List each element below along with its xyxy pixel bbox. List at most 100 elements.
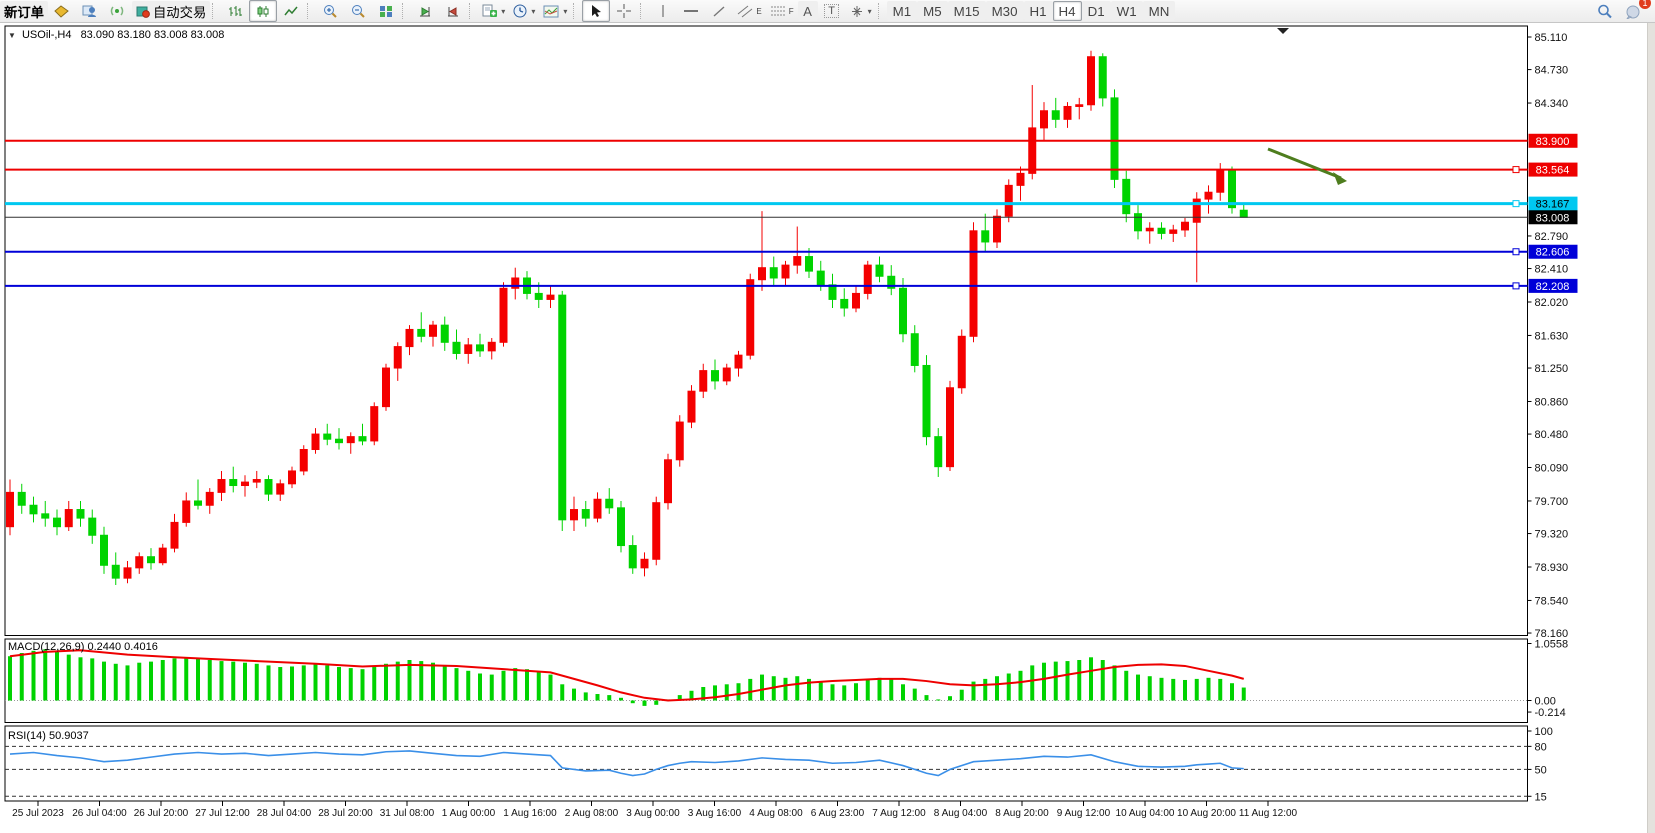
tf-h1-button[interactable]: H1	[1023, 1, 1053, 21]
chat-bubble-icon	[1626, 5, 1640, 19]
hline-handle[interactable]	[1512, 248, 1520, 256]
text-tool[interactable]: A	[797, 1, 818, 21]
svg-text:0.00: 0.00	[1535, 696, 1556, 708]
trendline-tool[interactable]	[705, 0, 733, 22]
svg-text:79.700: 79.700	[1535, 496, 1569, 508]
new-order-button[interactable]: 新订单	[0, 1, 48, 21]
tf-m5-button[interactable]: M5	[917, 1, 948, 21]
toolbar-separator	[212, 3, 218, 19]
svg-text:1 Aug 00:00: 1 Aug 00:00	[442, 808, 496, 819]
svg-text:50: 50	[1535, 764, 1547, 776]
toolbar-separator	[877, 3, 884, 19]
auto-scroll-button[interactable]	[411, 0, 439, 22]
hline-handle[interactable]	[1512, 282, 1520, 290]
signal-icon[interactable]	[104, 0, 132, 22]
hline-handle[interactable]	[1512, 166, 1520, 174]
symbol-period-label: USOil-,H4	[21, 29, 72, 41]
svg-text:83.008: 83.008	[1536, 212, 1570, 224]
svg-text:82.410: 82.410	[1535, 264, 1569, 276]
profile-icon[interactable]	[76, 0, 104, 22]
rsi-indicator-label: RSI(14) 50.9037	[8, 730, 89, 742]
toolbar-separator	[402, 3, 408, 19]
search-icon	[1598, 4, 1612, 18]
textbox-glyph: T	[824, 4, 839, 18]
search-button[interactable]	[1591, 0, 1619, 22]
tf-m1-button[interactable]: M1	[886, 1, 918, 21]
crosshair-button[interactable]	[610, 0, 638, 22]
tf-mn-button[interactable]: MN	[1142, 1, 1176, 21]
arrows-tool[interactable]: ▾	[846, 0, 876, 22]
equidistant-channel-tool[interactable]: E	[733, 0, 765, 22]
cursor-button[interactable]	[582, 0, 611, 22]
new-chart-button[interactable]: ▾	[478, 0, 509, 22]
svg-text:85.110: 85.110	[1535, 32, 1568, 44]
price-line-badge	[1528, 278, 1578, 293]
auto-trading-button[interactable]: 自动交易	[131, 1, 211, 21]
notification-badge: 1	[1639, 0, 1651, 9]
new-chart-icon	[482, 4, 498, 17]
auto-trading-icon	[136, 6, 150, 18]
macd-indicator-label: MACD(12,26,9) 0.2440 0.4016	[8, 641, 158, 653]
svg-text:15: 15	[1535, 791, 1547, 803]
svg-text:1 Aug 16:00: 1 Aug 16:00	[503, 808, 557, 819]
main-panel-frame	[4, 25, 1528, 636]
person-chart-icon	[82, 5, 97, 17]
svg-text:31 Jul 08:00: 31 Jul 08:00	[380, 808, 435, 819]
macd-panel-frame	[4, 638, 1528, 723]
svg-text:82.020: 82.020	[1535, 297, 1569, 309]
price-line-badge	[1528, 133, 1578, 148]
svg-text:80.090: 80.090	[1535, 463, 1569, 475]
macd-histogram	[8, 649, 1246, 706]
collapse-icon[interactable]: ▼	[8, 31, 16, 40]
svg-text:1.0558: 1.0558	[1535, 638, 1569, 650]
svg-text:2 Aug 08:00: 2 Aug 08:00	[565, 808, 619, 819]
trend-arrow-annotation[interactable]	[1267, 147, 1342, 180]
price-line-badge	[1528, 196, 1578, 211]
chart-shift-marker[interactable]	[1277, 28, 1289, 34]
line-chart-type-button[interactable]	[277, 0, 305, 22]
horizontal-line-tool[interactable]	[677, 0, 705, 22]
ohlc-values: 83.090 83.180 83.008 83.008	[80, 29, 225, 41]
fibo-sub-label: F	[788, 6, 794, 16]
window-scrollbar[interactable]	[1647, 22, 1655, 833]
tf-m30-button[interactable]: M30	[985, 1, 1024, 21]
svg-text:8 Aug 20:00: 8 Aug 20:00	[995, 808, 1049, 819]
svg-text:81.630: 81.630	[1535, 330, 1569, 342]
svg-text:80.480: 80.480	[1535, 429, 1569, 441]
chevron-down-icon: ▾	[563, 6, 568, 16]
notifications-button[interactable]: 1	[1619, 0, 1651, 22]
svg-text:78.930: 78.930	[1535, 562, 1569, 574]
text-label-tool[interactable]: T	[818, 0, 846, 22]
hline-handle[interactable]	[1512, 200, 1520, 208]
svg-text:4 Aug 08:00: 4 Aug 08:00	[749, 808, 803, 819]
tile-windows-button[interactable]	[372, 0, 400, 22]
zoom-in-button[interactable]	[316, 0, 344, 22]
vertical-line-icon	[662, 5, 664, 17]
tf-h4-button[interactable]: H4	[1052, 1, 1082, 21]
arrows-icon	[851, 5, 862, 17]
templates-button[interactable]: ▾	[539, 0, 571, 22]
toolbar-separator	[573, 3, 579, 19]
candlestick-chart-type-button[interactable]	[249, 0, 278, 22]
rsi-line	[9, 750, 1244, 777]
price-line-badge	[1528, 210, 1578, 225]
bar-chart-type-button[interactable]	[221, 0, 249, 22]
tf-d1-button[interactable]: D1	[1081, 1, 1111, 21]
vertical-line-tool[interactable]	[649, 0, 677, 22]
rsi-panel-frame	[4, 725, 1528, 802]
tf-w1-button[interactable]: W1	[1110, 1, 1143, 21]
fibonacci-icon	[770, 6, 785, 15]
main-toolbar: 新订单 自动交易	[0, 0, 1655, 23]
chevron-down-icon: ▾	[501, 6, 506, 16]
quotes-icon[interactable]	[48, 0, 76, 22]
auto-trading-label: 自动交易	[152, 4, 207, 20]
svg-text:8 Aug 04:00: 8 Aug 04:00	[934, 808, 988, 819]
zoom-out-button[interactable]	[344, 0, 372, 22]
chart-shift-button[interactable]	[439, 0, 467, 22]
period-button[interactable]: ▾	[509, 0, 539, 22]
fibonacci-tool[interactable]: F	[766, 0, 798, 22]
svg-text:83.167: 83.167	[1536, 199, 1570, 211]
tf-m15-button[interactable]: M15	[947, 1, 986, 21]
svg-text:79.320: 79.320	[1535, 529, 1569, 541]
